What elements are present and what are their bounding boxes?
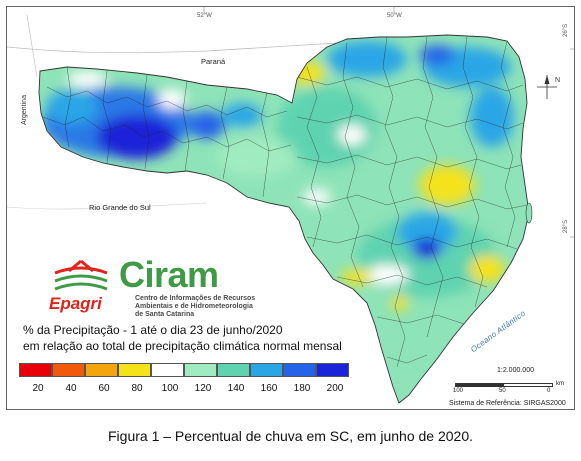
legend-label: 160 [260, 383, 278, 394]
center-name-line2: Ambientais e de Hidrometeorologia [135, 303, 253, 310]
precipitation-field [39, 35, 529, 403]
legend-swatch [85, 363, 118, 377]
legend-swatch [118, 363, 151, 377]
legend-label: 180 [293, 383, 311, 394]
legend-swatch [217, 363, 250, 377]
legend-label: 140 [227, 383, 245, 394]
center-name-line1: Centro de Informações de Recursos [135, 295, 256, 302]
scale-label-0: 0 [547, 388, 551, 394]
scale-bar [455, 383, 553, 387]
legend-swatch [52, 363, 85, 377]
epagri-wordmark: Epagri [49, 294, 102, 313]
map-frame: 52°W 50°W 26°S 28°S Paraná Argentina Rio… [6, 6, 575, 410]
precipitation-map [7, 7, 574, 404]
reference-system: Sistema de Referência: SIRGAS2000 [449, 400, 566, 407]
legend-label: 200 [326, 383, 344, 394]
legend-swatch [283, 363, 316, 377]
tick-label-26s: 26°S [563, 23, 569, 37]
tick-label-50w: 50°W [387, 13, 402, 19]
legend-label: 40 [65, 383, 77, 394]
legend-label: 20 [32, 383, 44, 394]
epagri-leaf-icon [54, 259, 108, 291]
legend-label: 60 [98, 383, 110, 394]
legend-swatch [151, 363, 184, 377]
north-arrow-icon [537, 75, 557, 99]
scale-label-50: 50 [499, 388, 506, 394]
legend-swatch [316, 363, 349, 377]
region-label-rio-grande-do-sul: Rio Grande do Sul [89, 203, 151, 212]
legend-label: 80 [131, 383, 143, 394]
ciram-wordmark: Ciram [119, 254, 219, 295]
ciram-epagri-logo: Ciram Epagri Centro de Informações de Re… [47, 257, 277, 327]
legend-swatch [184, 363, 217, 377]
figure-caption: Figura 1 – Percentual de chuva em SC, em… [108, 428, 473, 444]
legend-swatch [250, 363, 283, 377]
center-name-line3: de Santa Catarina [135, 311, 195, 318]
tick-label-28s: 28°S [563, 219, 569, 233]
legend-label: 120 [194, 383, 212, 394]
region-label-parana: Paraná [201, 57, 226, 66]
tick-label-52w: 52°W [197, 13, 212, 19]
municipality-borders [42, 36, 528, 368]
scale-unit: km [556, 381, 564, 387]
region-label-argentina: Argentina [21, 95, 28, 125]
legend-label: 100 [161, 383, 179, 394]
legend-title-line1: % da Precipitação - 1 até o dia 23 de ju… [23, 323, 283, 337]
scale-ratio: 1:2.000.000 [497, 367, 534, 374]
legend-title-line2: em relação ao total de precipitação clim… [23, 339, 342, 353]
north-label: N [555, 77, 561, 84]
legend-swatch [19, 363, 52, 377]
scale-label-100: 100 [453, 388, 464, 394]
